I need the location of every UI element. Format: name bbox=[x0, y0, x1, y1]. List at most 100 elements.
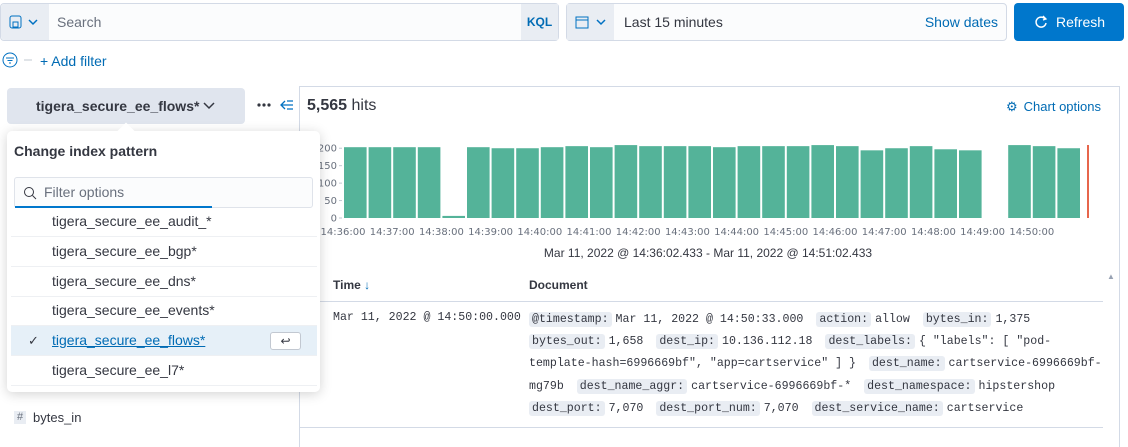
x-tick-label: 14:48:00 bbox=[911, 227, 956, 238]
x-tick-label: 14:38:00 bbox=[419, 227, 464, 238]
hits: 5,565 hits bbox=[307, 97, 376, 115]
bar bbox=[959, 150, 982, 218]
refresh-label: Refresh bbox=[1056, 14, 1106, 30]
filter-placeholder: Filter options bbox=[44, 184, 125, 200]
chart-options[interactable]: ⚙ Chart options bbox=[1006, 99, 1101, 114]
filter-input[interactable]: Filter options bbox=[14, 177, 313, 208]
kql-button[interactable]: KQL bbox=[521, 4, 558, 40]
search-bar[interactable]: Search KQL bbox=[0, 3, 559, 41]
x-tick-label: 14:43:00 bbox=[665, 227, 710, 238]
field-value: 1,658 bbox=[608, 335, 644, 349]
bar bbox=[516, 148, 539, 218]
bar bbox=[885, 148, 908, 218]
x-tick-label: 14:37:00 bbox=[370, 227, 415, 238]
save-icon bbox=[9, 15, 38, 29]
date-range: Mar 11, 2022 @ 14:36:02.433 - Mar 11, 20… bbox=[543, 246, 873, 260]
bar bbox=[344, 147, 367, 218]
index-pattern-selected: tigera_secure_ee_flows* bbox=[36, 98, 200, 114]
x-tick-label: 14:49:00 bbox=[960, 227, 1005, 238]
index-option[interactable]: tigera_secure_ee_bgp* bbox=[11, 237, 317, 267]
bar bbox=[393, 147, 416, 218]
filter-icon[interactable] bbox=[2, 52, 36, 68]
popover-title: Change index pattern bbox=[14, 143, 158, 159]
bar bbox=[713, 147, 736, 218]
header-document: Document bbox=[529, 278, 588, 292]
y-tick-label: 100 bbox=[318, 179, 337, 190]
bar bbox=[590, 147, 613, 218]
options-list: tigera_secure_ee_audit_* tigera_secure_ee… bbox=[7, 207, 320, 387]
quick-menu-button[interactable] bbox=[567, 4, 614, 40]
hits-count: 5,565 bbox=[307, 97, 348, 114]
row-divider bbox=[300, 427, 1103, 428]
x-tick-label: 14:42:00 bbox=[616, 227, 661, 238]
field-value: hipstershop bbox=[978, 379, 1056, 393]
bar bbox=[762, 146, 785, 218]
index-option[interactable]: tigera_secure_ee_l7* bbox=[11, 356, 317, 386]
search-placeholder: Search bbox=[57, 14, 102, 30]
bar bbox=[836, 146, 859, 218]
saved-query-button[interactable] bbox=[1, 4, 49, 40]
field-value: Mar 11, 2022 @ 14:50:33.000 bbox=[615, 313, 804, 326]
bar bbox=[442, 215, 465, 218]
option-label: tigera_secure_ee_bgp* bbox=[52, 242, 197, 259]
index-popover: Change index pattern Filter options tige… bbox=[7, 122, 320, 392]
field-key: bytes_in: bbox=[922, 312, 992, 327]
bar bbox=[614, 145, 638, 218]
field-key: bytes_out: bbox=[529, 334, 605, 350]
field-key: dest_labels: bbox=[825, 334, 915, 350]
option-label: tigera_secure_ee_l7* bbox=[52, 362, 185, 378]
index-option[interactable]: ✓ ↩ tigera_secure_ee_flows* bbox=[11, 326, 317, 357]
bar bbox=[639, 146, 662, 218]
index-option[interactable]: tigera_secure_ee_dns* bbox=[11, 267, 317, 297]
header-time: Time bbox=[333, 278, 361, 292]
enter-key: ↩ bbox=[270, 332, 301, 351]
index-pattern-button[interactable]: tigera_secure_ee_flows* bbox=[7, 88, 245, 124]
bar bbox=[417, 147, 441, 218]
option-label: tigera_secure_ee_dns* bbox=[52, 272, 196, 289]
index-option[interactable]: tigera_secure_ee_events* bbox=[11, 296, 317, 327]
date-picker[interactable]: Last 15 minutes Show dates bbox=[566, 3, 1007, 41]
popover-arrow bbox=[117, 122, 135, 140]
bar bbox=[1057, 148, 1080, 218]
bar bbox=[1032, 146, 1056, 218]
index-option[interactable]: tigera_secure_ee_audit_* bbox=[11, 207, 317, 237]
y-tick-label: 0 bbox=[331, 214, 337, 225]
add-filter[interactable]: + Add filter bbox=[40, 53, 107, 69]
check-icon: ✓ bbox=[28, 333, 39, 349]
bar bbox=[934, 149, 957, 218]
row-document: @timestamp: Mar 11, 2022 @ 14:50:33.000 a… bbox=[529, 309, 1104, 420]
x-tick-label: 14:45:00 bbox=[763, 227, 808, 238]
bar bbox=[860, 150, 884, 218]
field-value: 7,070 bbox=[608, 401, 644, 415]
x-tick-label: 14:40:00 bbox=[517, 227, 562, 238]
bar bbox=[737, 146, 761, 218]
refresh-button[interactable]: Refresh bbox=[1014, 3, 1124, 41]
field-value: 1,375 bbox=[995, 313, 1031, 326]
bar bbox=[663, 146, 687, 218]
field-key: dest_service_name: bbox=[811, 400, 943, 416]
bar bbox=[540, 147, 564, 218]
show-dates[interactable]: Show dates bbox=[924, 14, 998, 30]
bar bbox=[368, 147, 392, 218]
chart-options-label: Chart options bbox=[1023, 99, 1101, 114]
field-key: dest_namespace: bbox=[864, 378, 975, 394]
x-tick-label: 14:39:00 bbox=[468, 227, 513, 238]
time-header[interactable]: Time ↓ bbox=[333, 278, 371, 292]
field-value: allow bbox=[875, 313, 910, 326]
field-key: dest_name: bbox=[868, 356, 945, 372]
field-key: dest_name_aggr: bbox=[576, 378, 688, 394]
field-key: dest_port: bbox=[529, 400, 605, 416]
field-value: cartservice-6996669bf-mg79b bbox=[529, 357, 1102, 393]
y-tick-label: 200 bbox=[318, 144, 337, 155]
time-range: Last 15 minutes bbox=[624, 14, 723, 30]
refresh-icon bbox=[1035, 15, 1048, 28]
field-name[interactable]: bytes_in bbox=[33, 410, 82, 425]
bar bbox=[909, 146, 933, 218]
x-tick-label: 14:50:00 bbox=[1009, 227, 1054, 238]
sidebar-icons[interactable] bbox=[256, 98, 296, 112]
y-tick-label: 50 bbox=[324, 196, 337, 207]
bar bbox=[688, 146, 711, 218]
y-tick-label: 150 bbox=[318, 161, 337, 172]
option-label: tigera_secure_ee_events* bbox=[52, 302, 215, 319]
